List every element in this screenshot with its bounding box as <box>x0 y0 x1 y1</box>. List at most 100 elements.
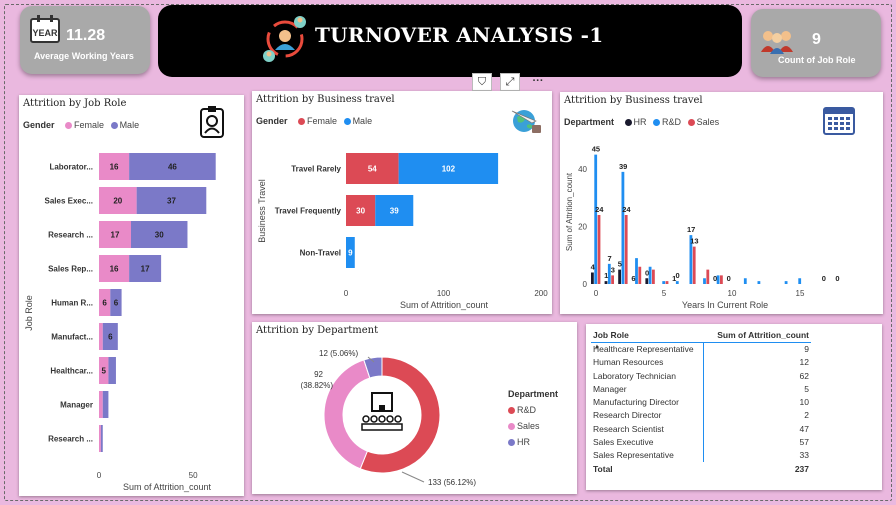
x-tick-label: 5 <box>662 289 667 298</box>
x-axis-title: Sum of Attrition_count <box>123 482 212 492</box>
table-row[interactable]: Sales Representative 33 <box>591 448 811 462</box>
cell-job-role: Human Resources <box>591 355 704 369</box>
calendar-icon <box>823 107 855 135</box>
cell-attrition-count: 33 <box>799 450 809 461</box>
table-row[interactable]: Human Resources 12 <box>591 355 811 369</box>
column-hr <box>618 269 621 284</box>
table-row[interactable]: Healthcare Representative 9 <box>591 342 811 356</box>
total-label: Total <box>593 463 613 474</box>
cell-job-role: Healthcare Representative <box>591 342 704 356</box>
column-rd <box>621 171 625 284</box>
data-label-female: 6 <box>102 299 107 308</box>
cell-job-role: Sales Executive <box>591 435 704 449</box>
job-role-table-card[interactable]: Job Role Sum of Attrition_count Healthca… <box>586 324 882 490</box>
x-tick-label: 0 <box>594 289 599 298</box>
column-sales <box>597 215 601 284</box>
table-row[interactable]: Manufacturing Director 10 <box>591 395 811 409</box>
data-label-male: 6 <box>114 299 119 308</box>
cell-attrition-count: 62 <box>799 370 809 381</box>
x-tick-label: 100 <box>437 289 451 298</box>
bar-female <box>99 187 137 214</box>
chart-legend: Department R&D Sales HR <box>508 386 562 450</box>
data-label: 1 <box>672 274 676 283</box>
data-label-female: 16 <box>110 163 119 172</box>
job-role-chart-card[interactable]: Attrition by Job Role Gender Female Male… <box>19 95 244 496</box>
data-label: 0 <box>835 274 839 283</box>
business-travel-gender-card[interactable]: Attrition by Business travel Gender Fema… <box>252 91 552 314</box>
data-label: 17 <box>687 225 695 234</box>
bar-male <box>108 357 116 384</box>
bar-male <box>398 153 499 184</box>
department-donut-chart: 133 (56.12%) 92 (38.82%) 12 (5.06%) <box>301 349 477 487</box>
cell-attrition-count: 2 <box>804 410 809 421</box>
team-people-icon <box>761 31 793 54</box>
table-row[interactable]: Sales Executive 57 <box>591 435 811 449</box>
table-row[interactable]: Manager 5 <box>591 382 811 396</box>
slice-label-hr: 12 (5.06%) <box>319 349 358 358</box>
cell-attrition-count: 10 <box>799 397 809 408</box>
data-label: 5 <box>618 260 622 269</box>
bar-male <box>110 289 122 316</box>
chart-title: Attrition by Job Role <box>23 98 127 109</box>
table-row[interactable]: Research Scientist 47 <box>591 422 811 436</box>
legend-rd: R&D <box>662 117 682 127</box>
category-label: Manager <box>60 401 93 410</box>
y-axis-title: Sum of Attrition_count <box>565 172 574 251</box>
bar-female <box>99 289 111 316</box>
bar-male <box>129 153 216 180</box>
column-sales <box>652 269 655 284</box>
y-tick-label: 0 <box>583 280 588 289</box>
sort-arrow-icon[interactable]: ▲ <box>594 344 600 350</box>
category-label: Travel Frequently <box>275 207 342 216</box>
y-tick-label: 20 <box>578 223 587 232</box>
department-chart-card[interactable]: Attrition by Department 133 (56.12%) 92 (3… <box>252 322 577 494</box>
table-row[interactable]: Laboratory Technician 62 <box>591 368 811 383</box>
cell-job-role: Manufacturing Director <box>591 395 704 409</box>
column-rd <box>675 281 679 284</box>
data-label-female: 17 <box>111 231 120 240</box>
donut-slice-rd <box>359 356 441 474</box>
chart-title: Attrition by Department <box>256 325 379 336</box>
table-row[interactable]: Research Director 2 <box>591 408 811 423</box>
slice-label-sales-percent: (38.82%) <box>301 381 334 390</box>
kpi-count-of-job-role[interactable]: 9 Count of Job Role <box>751 9 881 77</box>
column-header-attrition[interactable]: Sum of Attrition_count <box>717 330 809 341</box>
leader-line <box>367 356 375 363</box>
data-label-male: 102 <box>442 165 456 174</box>
data-label: 7 <box>607 254 611 263</box>
column-hr <box>645 278 649 284</box>
bar-male <box>102 391 109 418</box>
category-label: Sales Exec... <box>45 197 93 206</box>
bar-female <box>99 153 130 180</box>
column-header-job-role[interactable]: Job Role <box>593 330 629 341</box>
filter-icon[interactable]: ⛉ <box>472 73 492 91</box>
chart-title: Attrition by Business travel <box>564 95 703 106</box>
category-label: Manufact... <box>51 333 93 342</box>
column-sales <box>611 275 614 284</box>
bar-female <box>99 221 131 248</box>
y-axis-title: Job Role <box>24 295 34 331</box>
data-label-male: 39 <box>390 207 399 216</box>
bar-male <box>129 255 162 282</box>
bar-male <box>102 323 118 350</box>
category-label: Travel Rarely <box>291 165 341 174</box>
data-label: 4 <box>591 263 596 272</box>
column-sales <box>665 281 669 284</box>
business-travel-dept-card[interactable]: Attrition by Business travel Department … <box>560 92 883 314</box>
data-label: 0 <box>675 271 679 280</box>
legend-sales: Sales <box>696 117 720 127</box>
column-hr <box>591 272 594 284</box>
category-label: Non-Travel <box>300 249 341 258</box>
kpi-label: Count of Job Role <box>778 55 856 65</box>
donut-slice-sales <box>323 359 371 470</box>
more-options-icon[interactable]: ··· <box>532 75 544 87</box>
table-header-row: Job Role Sum of Attrition_count <box>591 329 811 343</box>
focus-mode-icon[interactable]: ⤢ <box>500 73 520 91</box>
kpi-average-working-years[interactable]: YEAR 11.28 Average Working Years <box>20 6 150 74</box>
data-label-male: 6 <box>108 333 113 342</box>
cell-attrition-count: 47 <box>799 423 809 434</box>
cell-attrition-count: 12 <box>799 357 809 368</box>
legend-title: Gender <box>23 120 55 130</box>
legend-title: Department <box>508 389 559 399</box>
